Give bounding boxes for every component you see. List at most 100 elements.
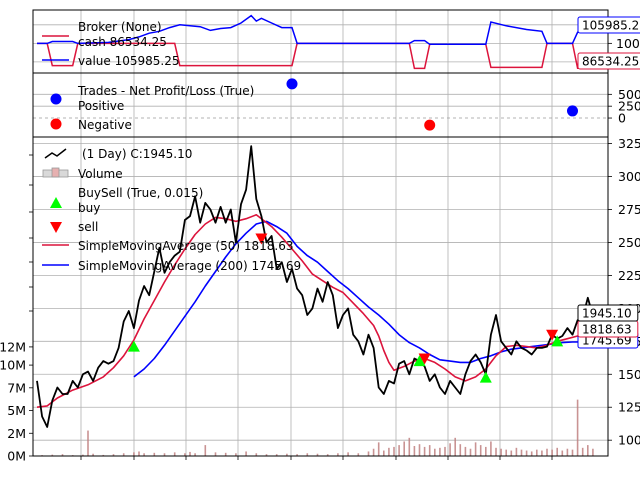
volume-bar-37	[377, 442, 380, 456]
volume-bar-73	[561, 450, 564, 456]
broker-series	[37, 14, 608, 70]
volume-bar-9	[122, 453, 125, 456]
series-layer	[36, 14, 608, 428]
volume-bar-23	[245, 451, 247, 456]
volume-bar-45	[418, 444, 421, 456]
volume-ytick-label-1: 10M	[0, 358, 26, 373]
broker-cash-flag-box	[577, 52, 640, 70]
volume-bar-40	[393, 446, 395, 456]
volume-bar-6	[92, 453, 94, 456]
volume-bar-7	[102, 454, 105, 456]
volume-bar-78	[587, 445, 589, 456]
close-line	[36, 145, 594, 428]
sell-marker-1	[418, 353, 431, 365]
trade-markers	[286, 78, 578, 131]
volume-bar-34	[357, 453, 360, 456]
buy-marker-0	[127, 340, 140, 352]
price-ytick-label-4: 2250	[618, 268, 640, 283]
volume-bar-21	[224, 452, 227, 456]
volume-bar-66	[525, 450, 528, 456]
volume-bar-10	[133, 452, 135, 456]
volume-ytick-label-2: 7M	[7, 380, 26, 395]
volume-bar-61	[500, 448, 502, 456]
volume-bar-28	[296, 454, 298, 456]
broker-ytick-label-1: 100000	[616, 36, 640, 51]
volume-bar-44	[413, 446, 416, 456]
broker-panel	[33, 10, 608, 73]
volume-bar-67	[530, 451, 533, 456]
volume-bar-39	[388, 447, 390, 456]
price-ytick-label-9: 1000	[618, 433, 640, 448]
sell-marker-2	[546, 329, 559, 341]
price-ytick-label-2: 2750	[618, 202, 640, 217]
volume-bar-15	[173, 452, 176, 456]
volume-bar-74	[566, 448, 569, 456]
volume-bar-60	[495, 447, 497, 456]
volume-bar-27	[286, 453, 288, 456]
volume-bar-41	[398, 445, 400, 456]
volume-bar-72	[556, 447, 558, 456]
legend-close-swatch	[44, 148, 67, 159]
grid	[33, 10, 608, 456]
volume-bar-2	[61, 454, 64, 456]
volume-bar-59	[490, 441, 492, 456]
trade-negative-point-0	[424, 119, 436, 131]
volume-ytick-label-0: 12M	[0, 339, 26, 354]
volume-bar-53	[459, 444, 462, 456]
trades-panel	[33, 73, 608, 137]
volume-bar-31	[326, 454, 329, 456]
volume-bar-51	[449, 443, 451, 456]
legend-volume-swatch-2	[51, 167, 60, 178]
broker-value-flag-box	[577, 16, 640, 34]
volume-bar-36	[372, 448, 375, 456]
volume-bar-75	[571, 449, 574, 456]
legend-negative-swatch	[50, 118, 62, 130]
volume-bar-58	[485, 446, 487, 456]
broker-legend-cash: cash 86534.25	[78, 35, 167, 49]
value-line	[37, 14, 608, 46]
volume-bar-55	[469, 448, 472, 456]
volume-bar-46	[423, 446, 426, 456]
buy-marker-3	[551, 335, 564, 347]
volume-bar-1	[51, 454, 54, 456]
marker-layer	[127, 78, 578, 383]
volume-bar-43	[408, 437, 411, 456]
price-legend-sma50: SimpleMovingAverage (50) 1818.63	[78, 239, 294, 253]
volume-bar-29	[306, 453, 309, 456]
volume-bar-50	[444, 446, 446, 456]
volume-bar-20	[214, 452, 217, 456]
volume-bar-52	[454, 437, 456, 456]
volume-bar-16	[184, 453, 186, 456]
legend-positive-swatch	[50, 93, 62, 105]
volume-bar-17	[189, 451, 191, 456]
trades-ytick-label-0: 500	[618, 87, 640, 102]
volume-bar-71	[551, 449, 553, 456]
volume-bar-64	[515, 447, 518, 456]
volume-bar-11	[138, 451, 140, 456]
volume-bar-4	[82, 454, 84, 456]
volume-bar-76	[576, 399, 579, 456]
sell-marker-0	[255, 233, 268, 245]
volume-bar-8	[112, 454, 115, 456]
trades-ytick-label-1: 250	[618, 99, 640, 114]
legend-layer: Broker (None)cash 86534.25 value 105985.2…	[42, 20, 301, 273]
volume-bar-32	[337, 453, 339, 456]
volume-bar-13	[153, 452, 156, 456]
volume-bar-68	[536, 449, 538, 456]
volume-ytick-label-4: 2M	[7, 426, 26, 441]
volume-bar-14	[163, 453, 166, 456]
volume-bars	[41, 399, 594, 456]
close-flag-text: 1945.10	[582, 307, 632, 321]
broker-value-flag-text: 105985.25	[582, 19, 640, 33]
price-ytick-label-7: 1500	[618, 367, 640, 382]
volume-bar-69	[541, 450, 543, 456]
volume-bar-19	[204, 445, 207, 456]
price-legend-title: (1 Day) C:1945.10	[82, 147, 192, 161]
price-ytick-label-0: 3250	[618, 136, 640, 151]
buy-marker-2	[479, 371, 492, 383]
price-ytick-label-8: 1250	[618, 400, 640, 415]
volume-bar-62	[505, 449, 507, 456]
trades-ytick-label-2: 0	[618, 111, 626, 126]
